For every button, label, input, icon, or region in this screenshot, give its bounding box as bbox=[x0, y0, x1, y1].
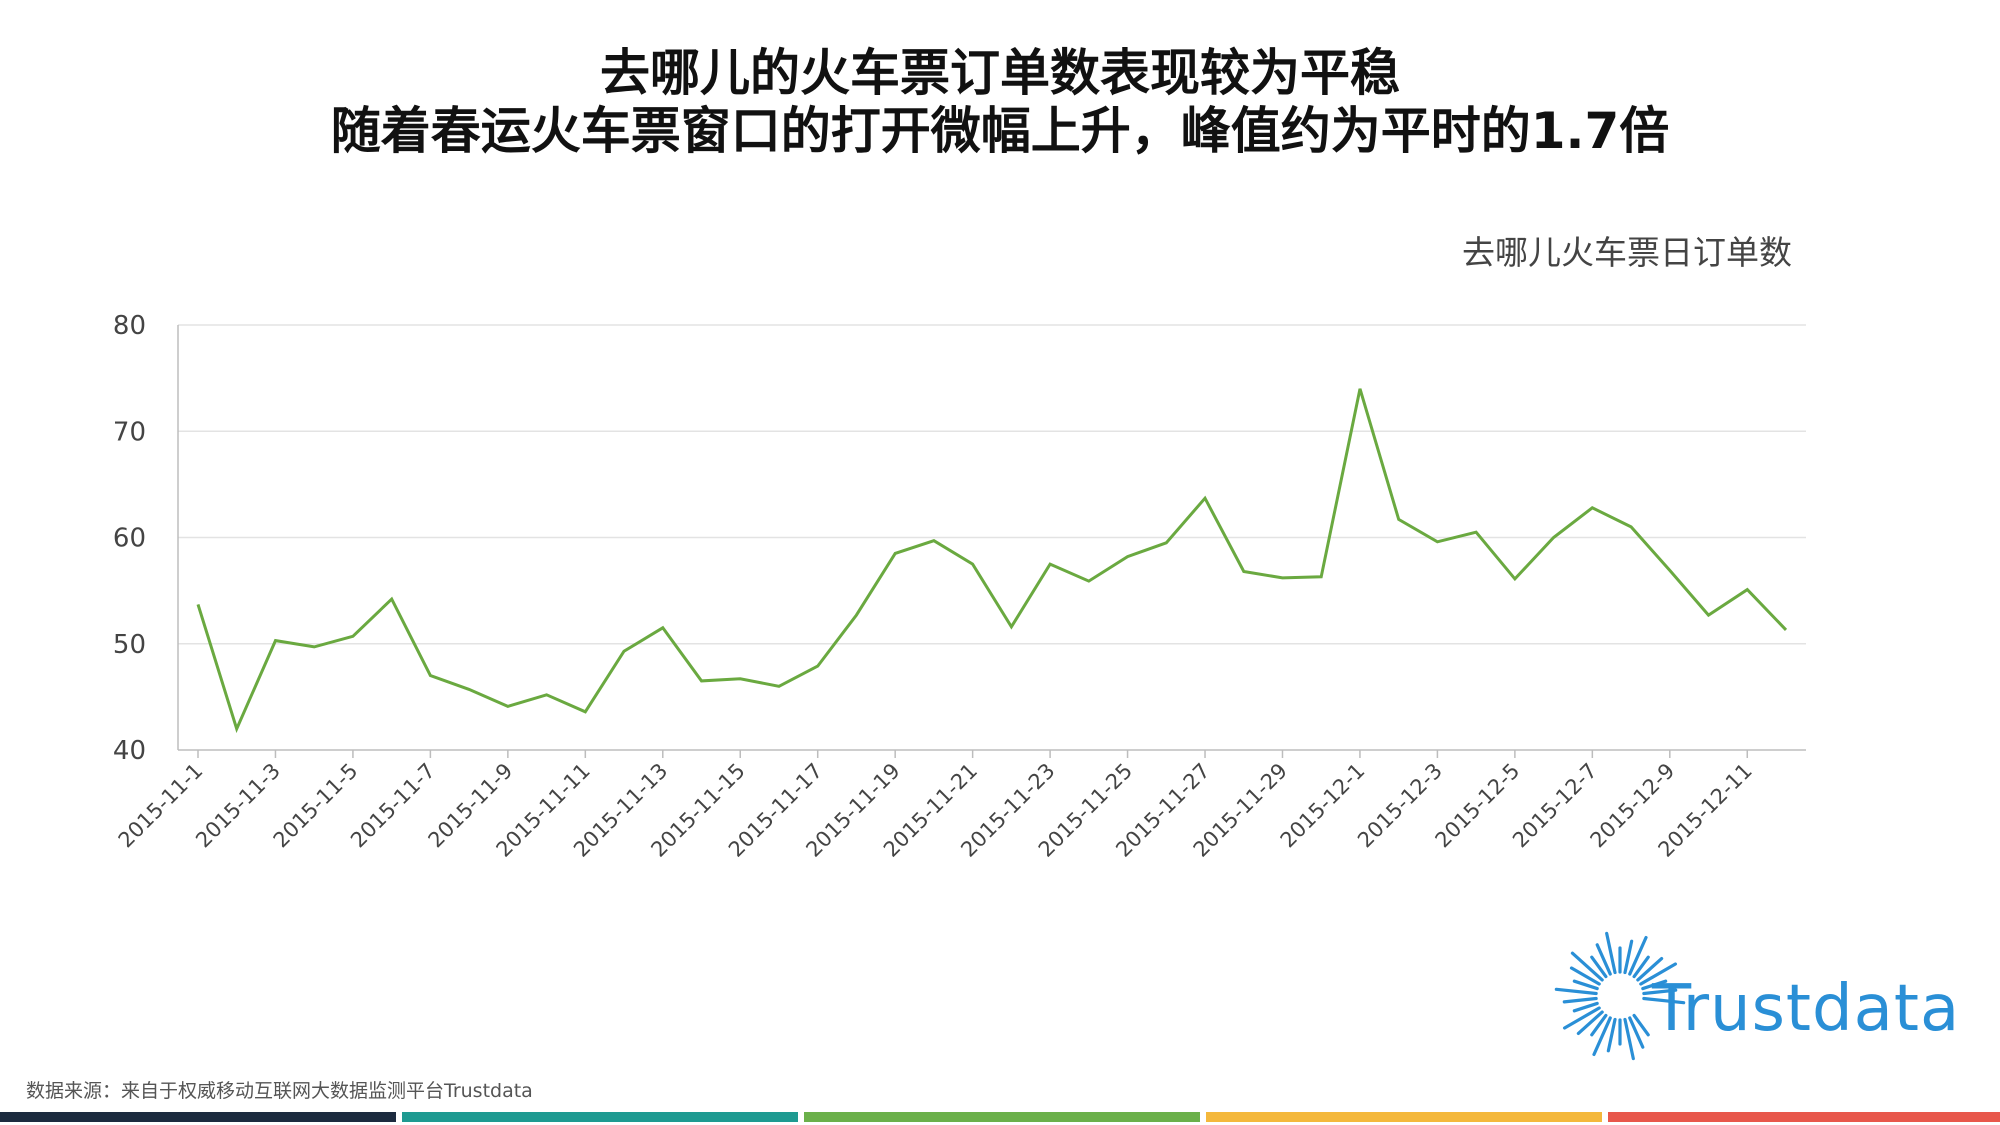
bottom-color-bar bbox=[1206, 1112, 1602, 1122]
logo-ray bbox=[1623, 1017, 1635, 1061]
logo-ray bbox=[1636, 956, 1664, 982]
logo-ray bbox=[1628, 935, 1648, 976]
logo-ray bbox=[1628, 1016, 1645, 1049]
logo-ray bbox=[1595, 943, 1612, 976]
y-tick-labels: 40 50 60 70 80 bbox=[113, 311, 146, 766]
title-line-2: 随着春运火车票窗口的打开微幅上升，峰值约为平时的1.7倍 bbox=[330, 102, 1670, 160]
y-tick-label: 60 bbox=[113, 524, 146, 554]
bottom-color-bar bbox=[0, 1112, 396, 1122]
logo-ray bbox=[1592, 1016, 1612, 1057]
logo-ray bbox=[1572, 979, 1599, 991]
sunburst-icon bbox=[1554, 931, 1686, 1061]
logo-ray bbox=[1642, 988, 1678, 996]
logo-ray bbox=[1590, 955, 1608, 979]
trustdata-logo bbox=[1550, 930, 1970, 1061]
logo-ray bbox=[1642, 996, 1686, 1005]
bottom-color-bar bbox=[402, 1112, 798, 1122]
series-label: 去哪儿火车票日订单数 bbox=[1462, 233, 1792, 272]
logo-text: Trustdata bbox=[1652, 972, 1961, 1046]
logo-ray bbox=[1623, 939, 1634, 975]
y-tick-label: 50 bbox=[113, 630, 146, 660]
bottom-color-bar bbox=[1608, 1112, 2000, 1122]
logo-ray bbox=[1639, 962, 1678, 986]
logo-ray bbox=[1606, 1017, 1617, 1053]
logo-ray bbox=[1570, 951, 1604, 982]
logo-ray bbox=[1605, 931, 1617, 975]
gridlines bbox=[178, 324, 1806, 645]
y-tick-label: 40 bbox=[113, 736, 146, 766]
logo-ray bbox=[1590, 1013, 1608, 1037]
y-tick-label: 70 bbox=[113, 417, 146, 447]
logo-ray bbox=[1572, 1001, 1599, 1013]
logo-ray bbox=[1562, 996, 1598, 1004]
bottom-color-bar bbox=[804, 1112, 1200, 1122]
logo-ray bbox=[1554, 987, 1598, 996]
axes bbox=[177, 325, 1806, 758]
logo-ray bbox=[1569, 966, 1601, 986]
logo-ray bbox=[1576, 1010, 1604, 1036]
series-line bbox=[196, 388, 1788, 734]
logo-ray bbox=[1632, 955, 1650, 979]
x-tick-labels: 2015-11-12015-11-32015-11-52015-11-72015… bbox=[114, 759, 1757, 862]
logo-ray bbox=[1562, 1006, 1601, 1030]
title-line-1: 去哪儿的火车票订单数表现较为平稳 bbox=[600, 44, 1400, 102]
line-chart: 40 50 60 70 80 2015-11-12015-11-32015-11-520… bbox=[113, 311, 1806, 862]
source-note: 数据来源：来自于权威移动互联网大数据监测平台Trustdata bbox=[26, 1080, 533, 1102]
y-tick-label: 80 bbox=[113, 311, 146, 341]
logo-ray bbox=[1632, 1013, 1650, 1037]
logo-ray bbox=[1641, 979, 1668, 991]
